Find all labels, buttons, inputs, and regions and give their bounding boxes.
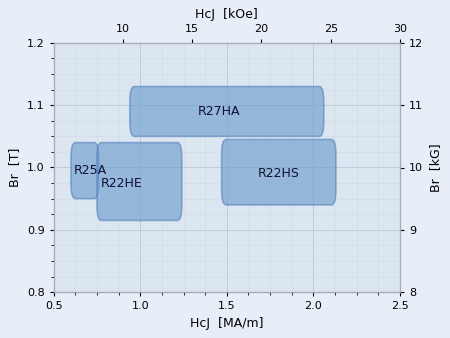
Text: R22HE: R22HE — [100, 176, 142, 190]
Text: R27HA: R27HA — [198, 105, 240, 118]
Y-axis label: Br  [T]: Br [T] — [9, 148, 21, 187]
FancyBboxPatch shape — [130, 87, 324, 136]
FancyBboxPatch shape — [97, 143, 182, 220]
Y-axis label: Br  [kG]: Br [kG] — [429, 143, 441, 192]
FancyBboxPatch shape — [221, 140, 336, 205]
X-axis label: HcJ  [MA/m]: HcJ [MA/m] — [190, 317, 264, 330]
FancyBboxPatch shape — [71, 143, 99, 199]
X-axis label: HcJ  [kOe]: HcJ [kOe] — [195, 8, 258, 21]
Text: R22HS: R22HS — [258, 167, 300, 180]
Text: R25A: R25A — [74, 164, 107, 177]
